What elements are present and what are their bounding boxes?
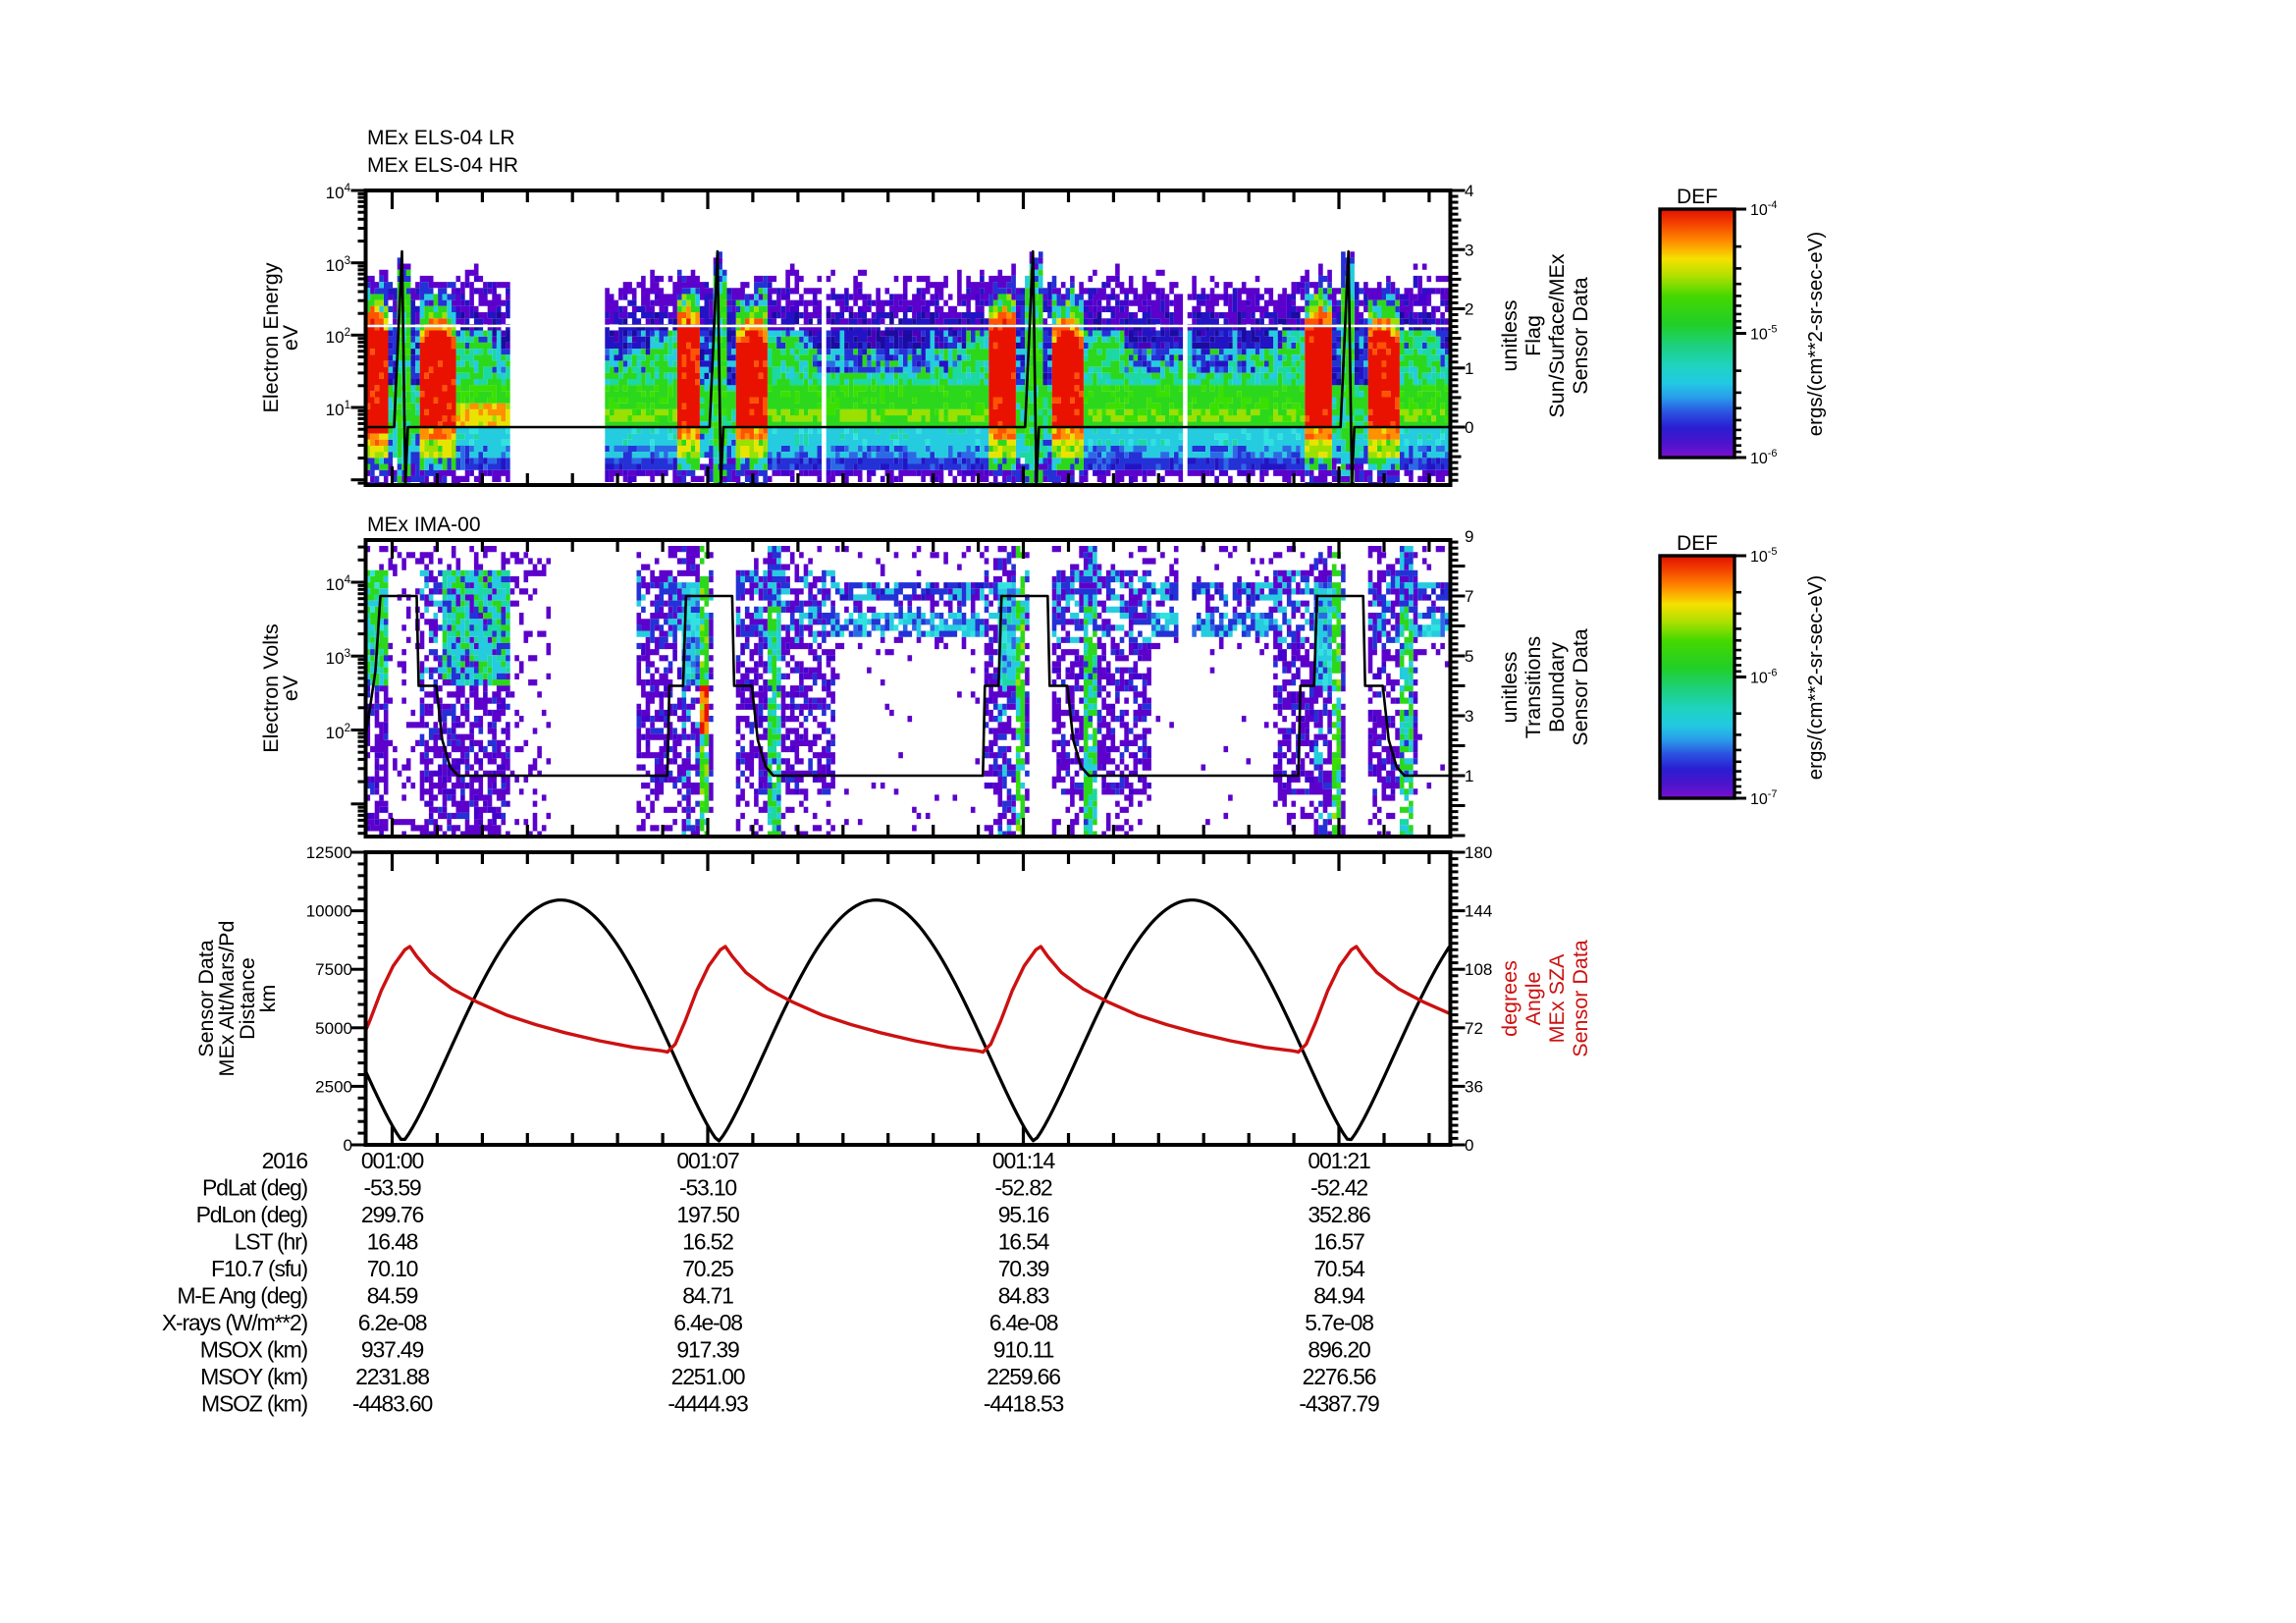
svg-text:X-rays (W/m**2): X-rays (W/m**2) xyxy=(162,1310,308,1335)
svg-text:197.50: 197.50 xyxy=(676,1202,739,1227)
svg-text:2276.56: 2276.56 xyxy=(1303,1364,1376,1389)
svg-text:5: 5 xyxy=(1465,647,1473,666)
svg-text:2251.00: 2251.00 xyxy=(671,1364,745,1389)
svg-text:-53.59: -53.59 xyxy=(363,1175,420,1201)
svg-text:9: 9 xyxy=(1465,527,1473,546)
svg-text:ergs/(cm**2-sr-sec-eV): ergs/(cm**2-sr-sec-eV) xyxy=(1804,575,1827,780)
svg-text:-4483.60: -4483.60 xyxy=(352,1391,433,1417)
svg-text:0: 0 xyxy=(344,1136,352,1155)
svg-text:MSOX (km): MSOX (km) xyxy=(200,1337,308,1363)
svg-text:degrees: degrees xyxy=(1498,960,1522,1037)
svg-text:144: 144 xyxy=(1465,902,1492,921)
svg-text:0: 0 xyxy=(1465,1136,1473,1155)
svg-text:84.83: 84.83 xyxy=(998,1283,1049,1309)
svg-text:unitless: unitless xyxy=(1498,300,1522,372)
svg-text:001:14: 001:14 xyxy=(992,1148,1056,1173)
svg-text:-52.82: -52.82 xyxy=(994,1175,1051,1201)
svg-text:3: 3 xyxy=(1465,707,1473,726)
svg-text:36: 36 xyxy=(1465,1077,1483,1096)
svg-text:12500: 12500 xyxy=(306,843,352,862)
svg-text:896.20: 896.20 xyxy=(1308,1337,1370,1363)
svg-text:MEx SZA: MEx SZA xyxy=(1545,953,1569,1043)
svg-text:16.52: 16.52 xyxy=(682,1229,733,1255)
svg-text:001:07: 001:07 xyxy=(676,1148,739,1173)
svg-text:16.48: 16.48 xyxy=(367,1229,418,1255)
svg-text:001:00: 001:00 xyxy=(361,1148,424,1173)
svg-text:2016: 2016 xyxy=(262,1148,308,1173)
svg-text:Electron Energy: Electron Energy xyxy=(259,262,283,412)
svg-text:6.2e-08: 6.2e-08 xyxy=(358,1310,427,1335)
svg-text:6.4e-08: 6.4e-08 xyxy=(673,1310,742,1335)
svg-text:84.59: 84.59 xyxy=(367,1283,418,1309)
svg-text:001:21: 001:21 xyxy=(1308,1148,1370,1173)
svg-text:-52.42: -52.42 xyxy=(1310,1175,1367,1201)
svg-text:Electron Volts: Electron Volts xyxy=(259,623,283,752)
svg-text:917.39: 917.39 xyxy=(676,1337,739,1363)
svg-text:352.86: 352.86 xyxy=(1308,1202,1370,1227)
svg-text:3: 3 xyxy=(1465,241,1473,259)
svg-text:72: 72 xyxy=(1465,1019,1483,1038)
svg-text:5.7e-08: 5.7e-08 xyxy=(1305,1310,1373,1335)
svg-text:70.54: 70.54 xyxy=(1313,1256,1365,1281)
svg-text:-4387.79: -4387.79 xyxy=(1299,1391,1379,1417)
svg-text:DEF: DEF xyxy=(1677,186,1718,208)
svg-text:180: 180 xyxy=(1465,843,1492,862)
svg-text:-4444.93: -4444.93 xyxy=(667,1391,748,1417)
svg-text:MSOZ (km): MSOZ (km) xyxy=(201,1391,308,1417)
svg-text:6.4e-08: 6.4e-08 xyxy=(989,1310,1058,1335)
svg-text:Sensor Data: Sensor Data xyxy=(194,940,218,1057)
svg-text:Boundary: Boundary xyxy=(1545,642,1569,732)
svg-text:1: 1 xyxy=(1465,359,1473,378)
svg-text:Sun/Surface/MEx: Sun/Surface/MEx xyxy=(1545,253,1569,418)
svg-text:299.76: 299.76 xyxy=(361,1202,424,1227)
svg-text:2259.66: 2259.66 xyxy=(987,1364,1060,1389)
svg-text:84.94: 84.94 xyxy=(1313,1283,1365,1309)
svg-text:MEx IMA-00: MEx IMA-00 xyxy=(367,514,481,536)
svg-text:km: km xyxy=(256,985,280,1013)
svg-text:M-E Ang (deg): M-E Ang (deg) xyxy=(177,1283,307,1309)
svg-text:2231.88: 2231.88 xyxy=(355,1364,429,1389)
svg-text:PdLat (deg): PdLat (deg) xyxy=(202,1175,308,1201)
svg-text:-53.10: -53.10 xyxy=(679,1175,736,1201)
svg-text:7500: 7500 xyxy=(315,960,352,979)
svg-text:ergs/(cm**2-sr-sec-eV): ergs/(cm**2-sr-sec-eV) xyxy=(1804,232,1827,436)
svg-text:2: 2 xyxy=(1465,300,1473,319)
svg-text:0: 0 xyxy=(1465,418,1473,437)
svg-text:Distance: Distance xyxy=(236,957,259,1040)
svg-text:eV: eV xyxy=(279,675,302,701)
svg-text:2500: 2500 xyxy=(315,1077,352,1096)
svg-text:MSOY (km): MSOY (km) xyxy=(200,1364,307,1389)
svg-text:Sensor Data: Sensor Data xyxy=(1569,628,1592,746)
svg-text:MEx ELS-04 HR: MEx ELS-04 HR xyxy=(367,154,518,177)
svg-text:unitless: unitless xyxy=(1498,652,1522,724)
svg-text:4: 4 xyxy=(1465,182,1473,200)
svg-text:70.10: 70.10 xyxy=(367,1256,418,1281)
svg-text:7: 7 xyxy=(1465,587,1473,606)
svg-text:PdLon (deg): PdLon (deg) xyxy=(196,1202,308,1227)
svg-text:910.11: 910.11 xyxy=(993,1337,1054,1363)
svg-text:DEF: DEF xyxy=(1677,532,1718,555)
svg-text:Sensor Data: Sensor Data xyxy=(1569,277,1592,395)
svg-text:MEx ELS-04 LR: MEx ELS-04 LR xyxy=(367,127,515,149)
svg-text:Sensor Data: Sensor Data xyxy=(1569,940,1592,1057)
svg-text:5000: 5000 xyxy=(315,1019,352,1038)
svg-text:16.54: 16.54 xyxy=(998,1229,1050,1255)
svg-text:Transitions: Transitions xyxy=(1522,636,1545,738)
svg-text:eV: eV xyxy=(279,324,302,351)
svg-text:70.39: 70.39 xyxy=(998,1256,1049,1281)
svg-text:-4418.53: -4418.53 xyxy=(984,1391,1064,1417)
svg-text:95.16: 95.16 xyxy=(998,1202,1049,1227)
svg-text:LST (hr): LST (hr) xyxy=(235,1229,308,1255)
svg-text:Angle: Angle xyxy=(1522,972,1545,1026)
svg-text:84.71: 84.71 xyxy=(682,1283,733,1309)
svg-text:Flag: Flag xyxy=(1522,315,1545,356)
svg-text:937.49: 937.49 xyxy=(361,1337,424,1363)
svg-text:10000: 10000 xyxy=(306,902,352,921)
svg-text:F10.7 (sfu): F10.7 (sfu) xyxy=(211,1256,308,1281)
svg-text:70.25: 70.25 xyxy=(682,1256,733,1281)
svg-text:1: 1 xyxy=(1465,767,1473,785)
svg-text:108: 108 xyxy=(1465,960,1492,979)
svg-text:16.57: 16.57 xyxy=(1313,1229,1364,1255)
svg-text:MEx Alt/Mars/Pd: MEx Alt/Mars/Pd xyxy=(215,921,239,1077)
